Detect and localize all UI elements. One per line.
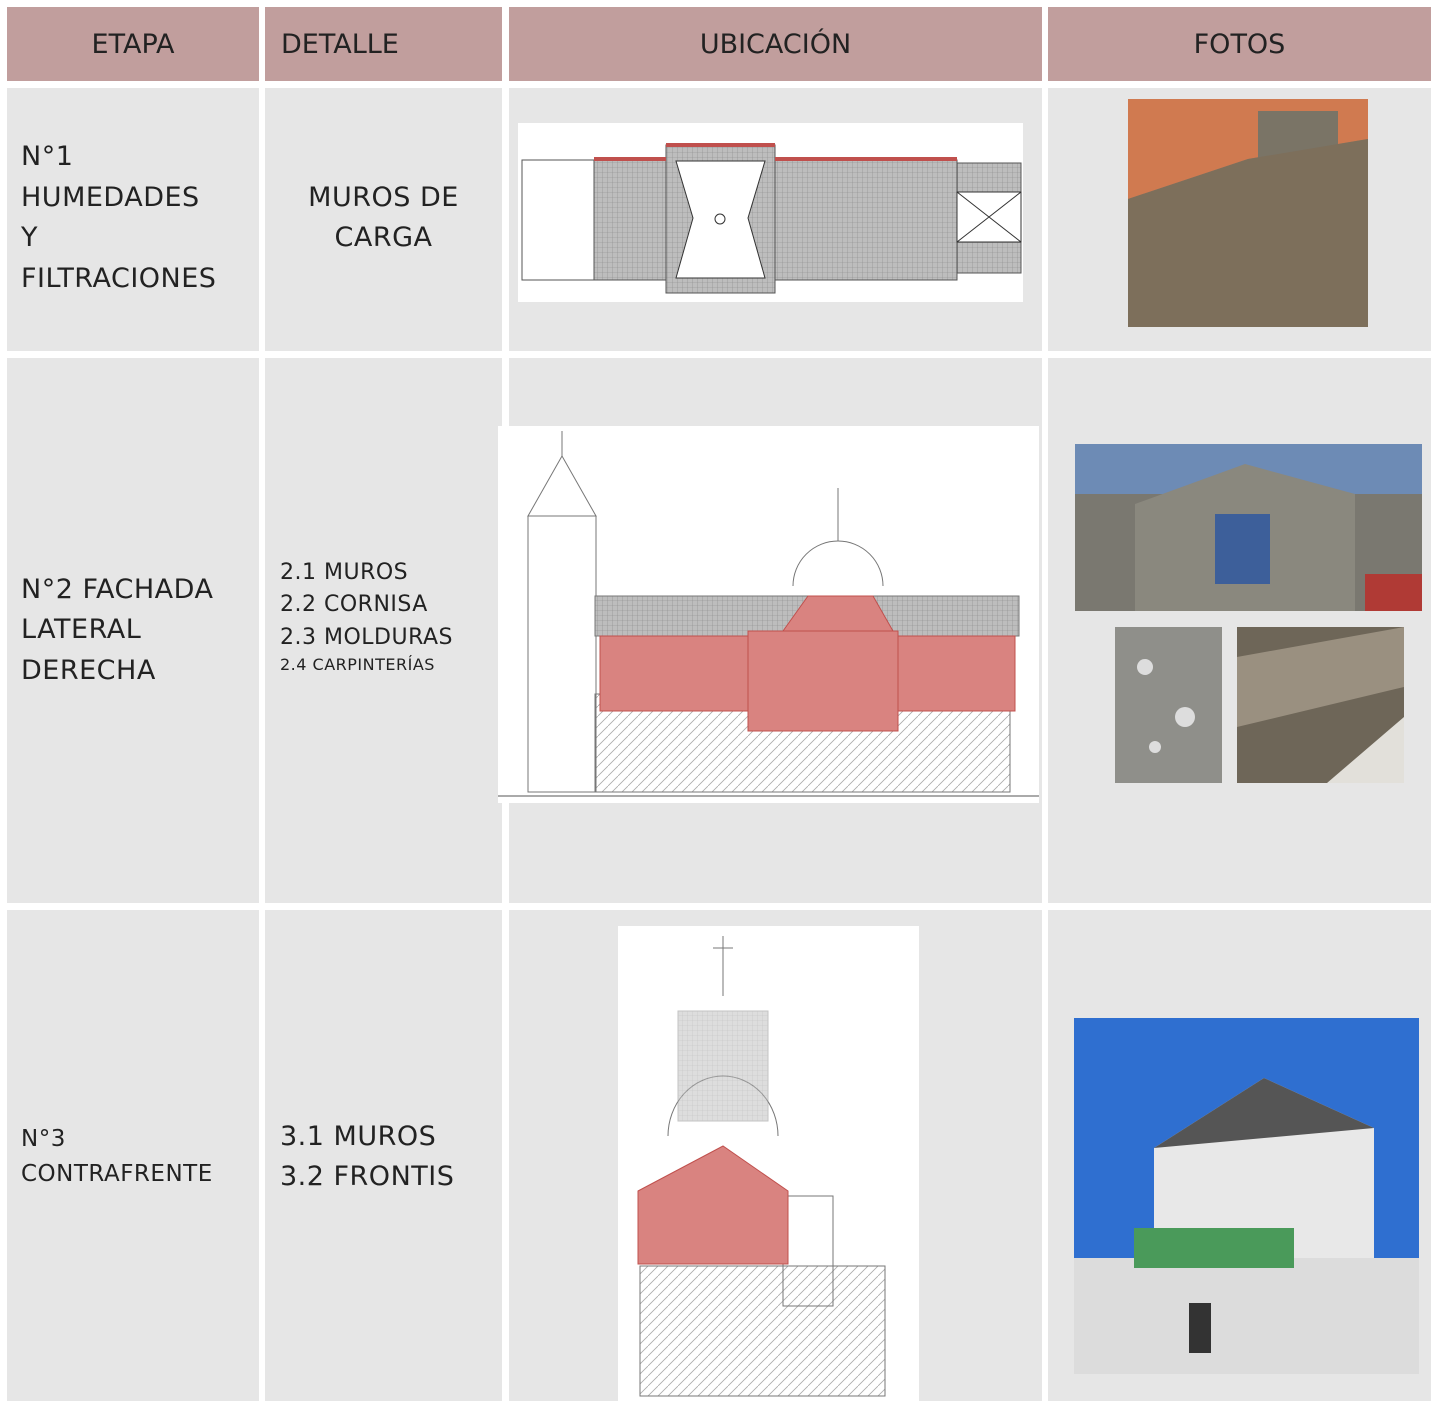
cell (7, 910, 259, 1401)
cell (7, 358, 259, 903)
etapa-line: N°1 (21, 141, 74, 172)
detalle-line: 2.3 MOLDURAS (280, 625, 453, 650)
detalle-line: 2.4 CARPINTERÍAS (280, 655, 435, 674)
detalle-line: 3.1 MUROS (280, 1121, 437, 1152)
etapa-line: FILTRACIONES (21, 263, 217, 294)
cell (265, 88, 502, 351)
side-elevation (498, 426, 1039, 803)
cell (7, 88, 259, 351)
header-text: DETALLE (281, 28, 399, 60)
header-cell: DETALLE (265, 7, 502, 81)
photo (1115, 627, 1222, 783)
detalle-line: MUROS DE (308, 182, 459, 213)
etapa-line: N°2 FACHADA (21, 574, 214, 605)
detalle-line: 2.2 CORNISA (280, 592, 428, 617)
roof-plan (518, 123, 1023, 302)
etapa-line: DERECHA (21, 655, 156, 686)
detalle-line: CARGA (334, 222, 433, 253)
etapa-line: HUMEDADES (21, 182, 200, 213)
detalle-line: 2.1 MUROS (280, 560, 409, 585)
header-cell: UBICACIÓN (509, 7, 1042, 81)
photo (1074, 1018, 1419, 1374)
cell (265, 910, 502, 1401)
etapa-line: N°3 (21, 1126, 66, 1152)
rear-elevation (618, 926, 919, 1401)
etapa-line: LATERAL (21, 614, 142, 645)
photo (1075, 444, 1422, 611)
header-cell: ETAPA (7, 7, 259, 81)
header-cell: FOTOS (1048, 7, 1431, 81)
header-text: UBICACIÓN (699, 28, 852, 60)
detalle-line: 3.2 FRONTIS (280, 1161, 455, 1192)
photo (1237, 627, 1404, 783)
header-text: FOTOS (1193, 28, 1286, 60)
header-text: ETAPA (91, 28, 175, 60)
cell (265, 358, 502, 903)
etapa-line: CONTRAFRENTE (21, 1161, 213, 1187)
etapa-line: Y (21, 222, 38, 253)
photo (1128, 99, 1368, 327)
